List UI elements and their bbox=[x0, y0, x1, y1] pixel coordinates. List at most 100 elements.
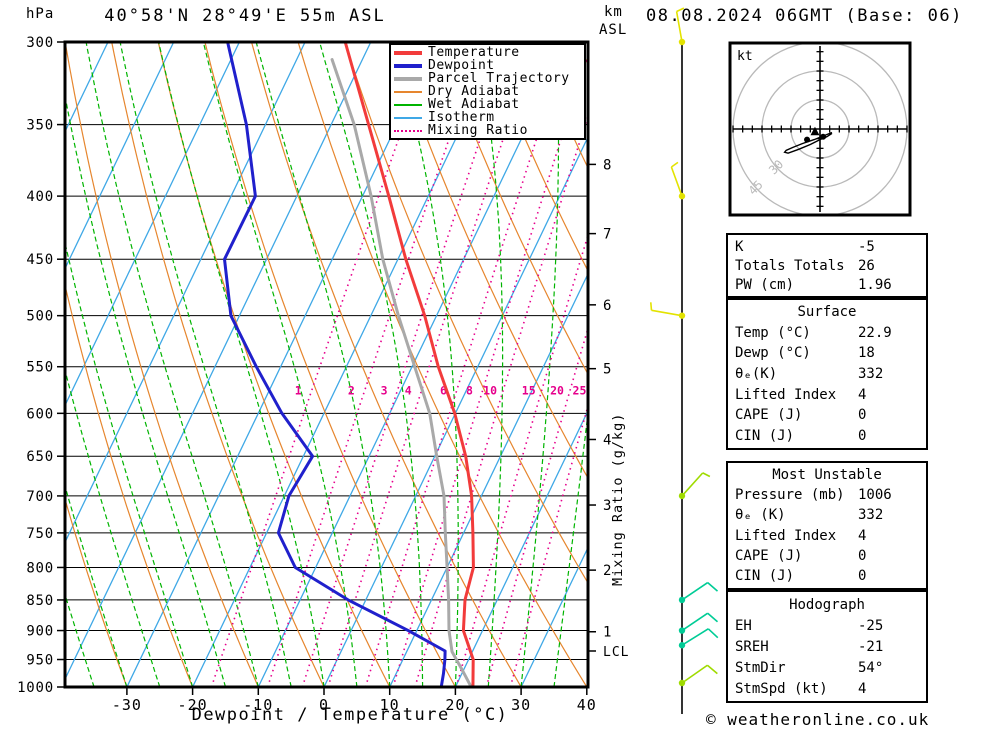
stat-value: -5 bbox=[858, 238, 875, 255]
pressure-tick-label: 650 bbox=[26, 449, 54, 465]
stat-row: K -5 bbox=[728, 237, 926, 256]
pressure-tick-label: 350 bbox=[26, 118, 54, 134]
legend-item-label: Isotherm bbox=[428, 110, 495, 125]
stat-value: -25 bbox=[858, 617, 884, 634]
stat-value: 332 bbox=[858, 365, 884, 382]
km-tick-label: 7 bbox=[603, 227, 611, 243]
km-axis-label: km bbox=[604, 4, 623, 20]
wind-barb bbox=[649, 302, 686, 319]
pressure-tick-label: 400 bbox=[26, 189, 54, 205]
stat-row: Dewp (°C) 18 bbox=[728, 343, 926, 363]
temperature-tick-label: -30 bbox=[112, 696, 142, 714]
svg-text:6: 6 bbox=[440, 384, 447, 398]
hodograph-level-dot bbox=[804, 136, 811, 143]
stat-label: EH bbox=[735, 617, 752, 634]
km-tick-label: 6 bbox=[603, 298, 611, 314]
km-tick-label: 2 bbox=[603, 563, 611, 579]
pressure-tick-label: 700 bbox=[26, 489, 54, 505]
panel-hodograph: Hodograph EH -25 SREH -21 StmDir 54° StmSpd (kt… bbox=[726, 590, 928, 703]
legend-item: Dry Adiabat bbox=[394, 85, 584, 98]
svg-text:3: 3 bbox=[381, 384, 388, 398]
stat-row: Totals Totals 26 bbox=[728, 256, 926, 275]
lcl-label: LCL bbox=[603, 645, 629, 660]
pressure-unit-label: hPa bbox=[26, 6, 55, 22]
pressure-tick-label: 550 bbox=[26, 360, 54, 376]
stat-value: 1006 bbox=[858, 487, 892, 504]
stat-row: SREH -21 bbox=[728, 637, 926, 657]
pressure-tick-label: 300 bbox=[26, 35, 54, 51]
stat-value: 4 bbox=[858, 386, 867, 403]
stat-value: 0 bbox=[858, 547, 867, 564]
stat-value: 4 bbox=[858, 527, 867, 544]
svg-text:10: 10 bbox=[483, 384, 497, 398]
temperature-axis: -30 -20 -10 0 10 20 30 40 bbox=[112, 687, 597, 714]
stat-value: 0 bbox=[858, 427, 867, 444]
pressure-tick-label: 900 bbox=[26, 624, 54, 640]
panel-surface: Surface Temp (°C) 22.9 Dewp (°C) 18 θₑ(K) 332 L… bbox=[726, 298, 928, 450]
legend-line-sample bbox=[394, 116, 422, 119]
mixing-ratio-lines bbox=[210, 42, 588, 687]
hodograph-border bbox=[728, 41, 912, 217]
wind-barb bbox=[678, 581, 719, 604]
wind-barb bbox=[670, 161, 686, 200]
wind-barb-column bbox=[649, 7, 719, 714]
panel-title: Hodograph bbox=[789, 596, 865, 613]
pressure-axis: 300 350 400 450 500 550 600 650 700 750 800 850 900 9… bbox=[17, 35, 65, 696]
legend-line-sample bbox=[394, 63, 422, 68]
stat-row: CIN (J) 0 bbox=[728, 566, 926, 586]
temperature-tick-label: 30 bbox=[511, 696, 531, 714]
stat-value: 54° bbox=[858, 659, 884, 676]
asl-axis-label: ASL bbox=[599, 22, 628, 38]
legend-item-label: Wet Adiabat bbox=[428, 97, 520, 112]
stat-value: 332 bbox=[858, 507, 884, 524]
stat-row: CAPE (J) 0 bbox=[728, 405, 926, 425]
stat-label: StmSpd (kt) bbox=[735, 680, 828, 697]
stat-row: Pressure (mb) 1006 bbox=[728, 485, 926, 505]
stat-label: CIN (J) bbox=[735, 427, 795, 444]
page-title: 40°58'N 28°49'E 55m ASL bbox=[104, 6, 386, 26]
hodograph-unit-label: kt bbox=[737, 49, 753, 64]
stat-label: K bbox=[735, 238, 744, 255]
temperature-tick-label: 40 bbox=[577, 696, 597, 714]
legend-item-label: Temperature bbox=[428, 45, 520, 60]
legend-item: Temperature bbox=[394, 46, 584, 59]
stat-row: StmDir 54° bbox=[728, 658, 926, 678]
stat-value: 26 bbox=[858, 257, 875, 274]
stat-row: CIN (J) 0 bbox=[728, 426, 926, 446]
pressure-tick-label: 450 bbox=[26, 252, 54, 268]
stat-value: 1.96 bbox=[858, 276, 892, 293]
svg-text:20: 20 bbox=[550, 384, 564, 398]
panel-most-unstable: Most Unstable Pressure (mb) 1006 θₑ (K) 332 L… bbox=[726, 461, 928, 590]
stat-label: Lifted Index bbox=[735, 386, 837, 403]
stat-label: SREH bbox=[735, 638, 769, 655]
legend-item-label: Dry Adiabat bbox=[428, 84, 520, 99]
hodograph-level-dot bbox=[820, 133, 827, 140]
panel-indices: K -5 Totals Totals 26 PW (cm) 1.96 bbox=[726, 233, 928, 298]
wind-barb bbox=[678, 472, 711, 500]
datetime-label: 08.08.2024 06GMT (Base: 06) bbox=[646, 6, 963, 26]
stat-value: 22.9 bbox=[858, 324, 892, 341]
stat-row: Lifted Index 4 bbox=[728, 526, 926, 546]
pressure-tick-label: 1000 bbox=[17, 680, 54, 696]
stat-label: CIN (J) bbox=[735, 567, 795, 584]
stat-label: CAPE (J) bbox=[735, 407, 803, 424]
km-tick-label: 8 bbox=[603, 157, 611, 173]
pressure-tick-label: 600 bbox=[26, 406, 54, 422]
legend-item: Mixing Ratio bbox=[394, 124, 584, 137]
legend-item-label: Parcel Trajectory bbox=[428, 71, 570, 86]
temperature-tick-label: 10 bbox=[380, 696, 400, 714]
legend-item: Dewpoint bbox=[394, 59, 584, 72]
stat-label: Dewp (°C) bbox=[735, 345, 811, 362]
temperature-axis-title: Dewpoint / Temperature (°C) bbox=[191, 705, 509, 725]
stat-value: 18 bbox=[858, 345, 875, 362]
stat-label: Totals Totals bbox=[735, 257, 845, 274]
mixing-ratio-axis-title: Mixing Ratio (g/kg) bbox=[610, 412, 626, 586]
svg-text:15: 15 bbox=[522, 384, 536, 398]
copyright-link[interactable]: © weatheronline.co.uk bbox=[706, 710, 930, 729]
stat-row: θₑ (K) 332 bbox=[728, 505, 926, 525]
stat-row: CAPE (J) 0 bbox=[728, 546, 926, 566]
svg-text:4: 4 bbox=[405, 384, 412, 398]
stat-row: PW (cm) 1.96 bbox=[728, 275, 926, 294]
pressure-tick-label: 500 bbox=[26, 309, 54, 325]
